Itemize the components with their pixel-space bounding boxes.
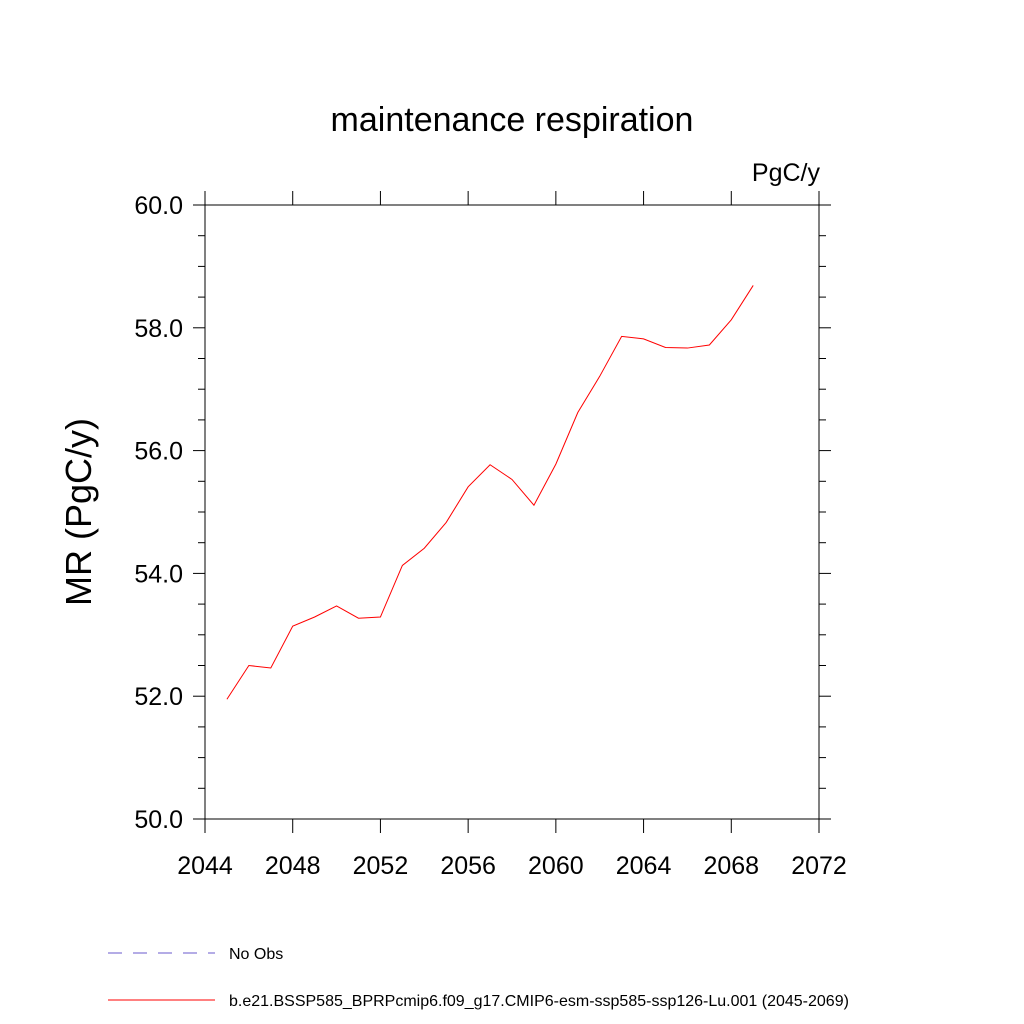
x-tick-label: 2052 bbox=[353, 852, 409, 880]
series-layer bbox=[226, 285, 754, 700]
x-tick-label: 2068 bbox=[703, 852, 759, 880]
plot-frame bbox=[204, 204, 820, 820]
units-label: PgC/y bbox=[752, 159, 821, 187]
y-tick-label: 60.0 bbox=[134, 192, 183, 220]
series-line-0 bbox=[226, 285, 754, 700]
x-tick-label: 2044 bbox=[177, 852, 233, 880]
y-axis-ticks: 50.0 52.0 54.0 56.0 58.0 60.0 bbox=[134, 192, 831, 834]
legend: No Obs b.e21.BSSP585_BPRPcmip6.f09_g17.CM… bbox=[108, 946, 849, 1010]
x-tick-label: 2064 bbox=[616, 852, 672, 880]
y-tick-label: 54.0 bbox=[134, 560, 183, 588]
x-tick-label: 2072 bbox=[791, 852, 847, 880]
x-axis-ticks: 2044 2048 2052 2056 2060 2064 2068 2072 bbox=[177, 191, 847, 880]
x-tick-label: 2048 bbox=[265, 852, 321, 880]
chart-title: maintenance respiration bbox=[331, 101, 694, 139]
legend-label-0: No Obs bbox=[229, 946, 283, 963]
x-tick-label: 2060 bbox=[528, 852, 584, 880]
y-tick-label: 56.0 bbox=[134, 438, 183, 466]
x-tick-label: 2056 bbox=[440, 852, 496, 880]
y-tick-label: 58.0 bbox=[134, 315, 183, 343]
y-tick-label: 52.0 bbox=[134, 683, 183, 711]
y-tick-label: 50.0 bbox=[134, 806, 183, 834]
y-axis-label: MR (PgC/y) bbox=[58, 418, 99, 606]
legend-label-1: b.e21.BSSP585_BPRPcmip6.f09_g17.CMIP6-es… bbox=[229, 993, 849, 1010]
